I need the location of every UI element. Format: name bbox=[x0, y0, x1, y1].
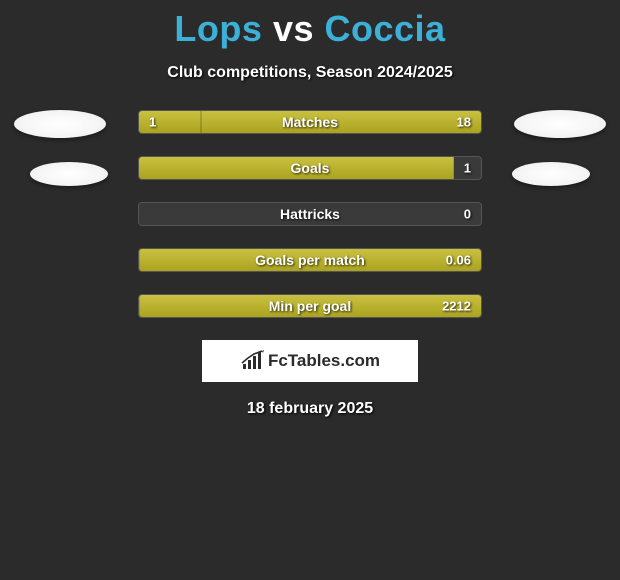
bar-value-right: 18 bbox=[457, 115, 471, 130]
bar-label: Hattricks bbox=[280, 206, 340, 222]
player2-name: Coccia bbox=[325, 8, 446, 49]
bar-value-right: 0.06 bbox=[446, 253, 471, 268]
bar-fill-right bbox=[201, 111, 481, 133]
vs-label: vs bbox=[273, 8, 314, 49]
bar-value-left: 1 bbox=[149, 115, 156, 130]
player1-badge-small bbox=[30, 162, 108, 186]
bar-label: Min per goal bbox=[269, 298, 351, 314]
brand-text: FcTables.com bbox=[268, 351, 380, 371]
bar-label: Goals per match bbox=[255, 252, 365, 268]
player1-badge-large bbox=[14, 110, 106, 138]
stat-bar: Min per goal 2212 bbox=[138, 294, 482, 318]
bar-value-right: 1 bbox=[464, 161, 471, 176]
brand-box: FcTables.com bbox=[202, 340, 418, 382]
stats-content: 1 Matches 18 Goals 1 Hattricks 0 Goals per matc… bbox=[0, 110, 620, 318]
chart-icon bbox=[240, 350, 266, 372]
bar-label: Goals bbox=[291, 160, 330, 176]
stat-bar: Goals 1 bbox=[138, 156, 482, 180]
date-label: 18 february 2025 bbox=[0, 400, 620, 418]
bar-value-right: 2212 bbox=[442, 299, 471, 314]
subtitle: Club competitions, Season 2024/2025 bbox=[0, 64, 620, 82]
player2-badge-large bbox=[514, 110, 606, 138]
page-title: Lops vs Coccia bbox=[0, 0, 620, 50]
player2-badge-small bbox=[512, 162, 590, 186]
bar-value-right: 0 bbox=[464, 207, 471, 222]
stat-bar: 1 Matches 18 bbox=[138, 110, 482, 134]
stat-bar: Goals per match 0.06 bbox=[138, 248, 482, 272]
bar-label: Matches bbox=[282, 114, 338, 130]
stat-bar: Hattricks 0 bbox=[138, 202, 482, 226]
stat-bars: 1 Matches 18 Goals 1 Hattricks 0 Goals per matc… bbox=[138, 110, 482, 318]
player1-name: Lops bbox=[174, 8, 262, 49]
